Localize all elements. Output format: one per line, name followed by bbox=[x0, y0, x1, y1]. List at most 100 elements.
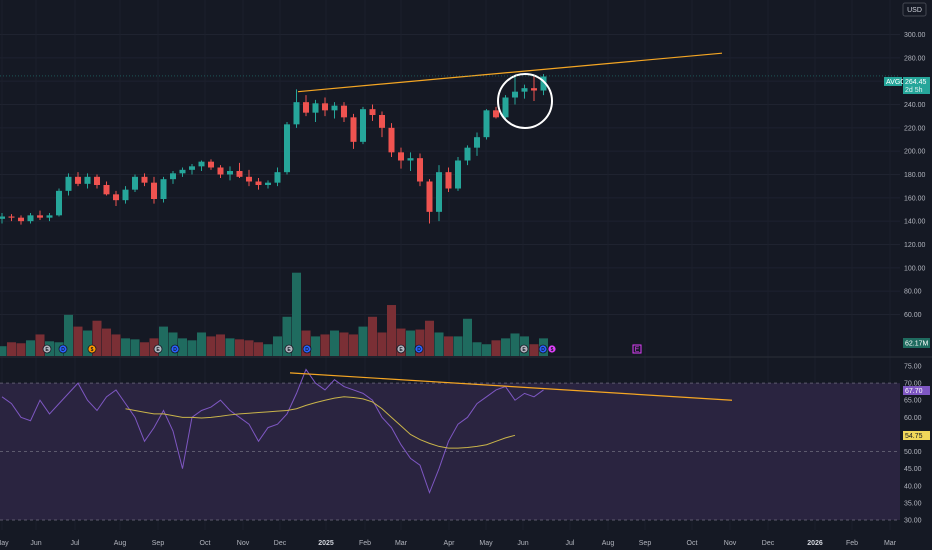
time-tick: Oct bbox=[200, 540, 211, 547]
candle bbox=[8, 214, 15, 222]
candle-body bbox=[293, 102, 300, 125]
time-tick: Feb bbox=[359, 540, 371, 547]
time-tick: Dec bbox=[274, 540, 287, 547]
rsi-tick: 60.00 bbox=[904, 415, 922, 422]
event-markers[interactable]: E D $ E D E D E D E D $ E bbox=[42, 344, 642, 354]
candle bbox=[189, 164, 195, 175]
candle-body bbox=[227, 171, 233, 175]
candle bbox=[37, 210, 43, 220]
volume-tag: 62.17M bbox=[903, 338, 930, 348]
candle-body bbox=[160, 179, 167, 199]
event-marker-dot bbox=[302, 344, 312, 354]
volume-bar bbox=[225, 338, 235, 356]
candle bbox=[303, 95, 309, 117]
time-tick: Nov bbox=[724, 540, 737, 547]
candle-body bbox=[322, 103, 328, 111]
event-marker-dot bbox=[42, 344, 52, 354]
price-tick: 100.00 bbox=[904, 265, 926, 272]
candle bbox=[246, 169, 252, 187]
rsi-tick: 35.00 bbox=[904, 500, 922, 507]
time-tick: Dec bbox=[762, 540, 775, 547]
candle bbox=[179, 167, 186, 177]
candle bbox=[483, 109, 490, 140]
volume-bar bbox=[197, 332, 206, 356]
candle bbox=[531, 76, 537, 101]
future-earnings-letter: E bbox=[635, 347, 640, 354]
price-tick: 240.00 bbox=[904, 102, 926, 109]
time-tick: Oct bbox=[687, 540, 698, 547]
event-marker-letter: E bbox=[45, 347, 49, 353]
candlesticks[interactable] bbox=[0, 74, 547, 225]
event-marker-dot bbox=[153, 344, 163, 354]
candle-body bbox=[56, 190, 62, 216]
event-marker-letter: E bbox=[522, 347, 526, 353]
time-tick: Jun bbox=[30, 540, 41, 547]
volume-bar bbox=[140, 342, 149, 356]
event-marker[interactable]: E bbox=[519, 344, 529, 354]
price-tick: 140.00 bbox=[904, 219, 926, 226]
volume-bar bbox=[501, 338, 510, 356]
time-tick: Aug bbox=[114, 540, 127, 547]
rsi-tick: 70.00 bbox=[904, 381, 922, 388]
candle-body bbox=[179, 169, 186, 174]
volume-bar bbox=[444, 336, 453, 356]
rsi-line bbox=[1, 368, 544, 495]
event-marker[interactable]: D bbox=[538, 344, 548, 354]
volume-bar bbox=[529, 344, 539, 356]
time-axis[interactable]: May Jun Jul Aug Sep Oct Nov Dec 2025 Feb Mar Apr May… bbox=[0, 540, 897, 547]
time-tick: Apr bbox=[444, 540, 456, 547]
volume-bar bbox=[26, 340, 35, 356]
event-marker[interactable]: E bbox=[284, 344, 294, 354]
candle bbox=[322, 97, 328, 117]
volume-bar bbox=[64, 314, 73, 356]
time-tick: Nov bbox=[237, 540, 250, 547]
volume-bar bbox=[159, 326, 168, 356]
event-marker[interactable]: D bbox=[170, 344, 180, 354]
time-tick: Sep bbox=[639, 540, 652, 547]
future-earnings-marker[interactable]: E bbox=[632, 344, 642, 354]
volume-bar bbox=[35, 334, 45, 356]
candle bbox=[208, 159, 214, 170]
event-marker[interactable]: D bbox=[414, 344, 424, 354]
candle bbox=[493, 106, 499, 119]
candle-body bbox=[8, 216, 15, 218]
drawing-overlays[interactable] bbox=[0, 52, 900, 401]
candle-body bbox=[426, 181, 433, 212]
event-marker[interactable]: $ bbox=[547, 344, 557, 354]
volume-bar bbox=[263, 344, 273, 356]
volume-bar bbox=[130, 339, 140, 356]
candle-body bbox=[246, 176, 252, 182]
event-marker[interactable]: $ bbox=[87, 344, 97, 354]
candle-body bbox=[151, 182, 157, 199]
event-marker[interactable]: D bbox=[302, 344, 312, 354]
future-earnings-box bbox=[632, 344, 642, 354]
candle-body bbox=[521, 88, 528, 92]
candle-body bbox=[512, 91, 518, 98]
event-marker[interactable]: E bbox=[396, 344, 406, 354]
symbol-label: AVGO bbox=[886, 79, 906, 86]
currency-button[interactable]: USD bbox=[902, 2, 927, 17]
event-marker-letter: E bbox=[287, 347, 291, 353]
event-marker[interactable]: E bbox=[153, 344, 163, 354]
volume-bar bbox=[7, 342, 16, 356]
candle-body bbox=[255, 181, 262, 185]
time-tick: Mar bbox=[884, 540, 897, 547]
volume-bar bbox=[216, 334, 225, 356]
candle bbox=[464, 145, 471, 166]
candle bbox=[255, 178, 262, 190]
event-marker[interactable]: D bbox=[58, 344, 68, 354]
event-marker-dot bbox=[58, 344, 68, 354]
volume-bar bbox=[510, 333, 520, 356]
volume-bar bbox=[472, 342, 482, 356]
time-tick: Aug bbox=[602, 540, 615, 547]
candle bbox=[293, 89, 300, 128]
candle bbox=[350, 113, 357, 149]
rsi-tick: 45.00 bbox=[904, 466, 922, 473]
candle-body bbox=[236, 171, 243, 177]
event-marker[interactable]: E bbox=[42, 344, 52, 354]
event-marker-letter: $ bbox=[91, 347, 94, 353]
candle-body bbox=[94, 176, 100, 185]
candle-body bbox=[341, 105, 347, 118]
candle-body bbox=[132, 176, 138, 190]
